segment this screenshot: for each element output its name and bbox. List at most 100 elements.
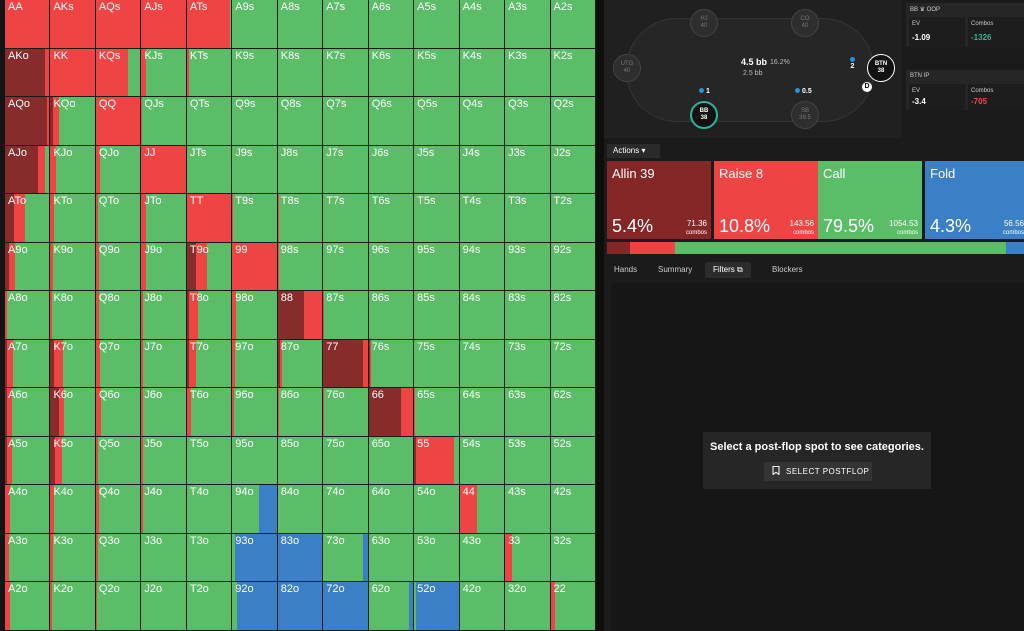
hand-cell-66[interactable]: 66 — [368, 388, 415, 437]
hand-cell-Q7o[interactable]: Q7o — [95, 339, 142, 389]
hand-cell-73s[interactable]: 73s — [505, 339, 551, 389]
hand-cell-A2o[interactable]: A2o — [5, 582, 51, 631]
hand-cell-Q3o[interactable]: Q3o — [95, 533, 142, 583]
hand-cell-AA[interactable]: AA — [5, 0, 51, 49]
hand-cell-A3s[interactable]: A3s — [505, 0, 551, 49]
hand-cell-92s[interactable]: 92s — [550, 242, 596, 292]
hand-cell-76o[interactable]: 76o — [323, 388, 369, 437]
hand-cell-A8s[interactable]: A8s — [277, 0, 324, 49]
hand-cell-JTo[interactable]: JTo — [141, 194, 187, 243]
hand-cell-97o[interactable]: 97o — [232, 339, 278, 389]
hand-cell-43s[interactable]: 43s — [505, 485, 551, 534]
hand-cell-65o[interactable]: 65o — [368, 436, 415, 486]
hand-cell-T3s[interactable]: T3s — [505, 194, 551, 243]
hand-cell-K3s[interactable]: K3s — [505, 48, 551, 98]
hand-cell-AJs[interactable]: AJs — [141, 0, 187, 49]
hand-cell-74s[interactable]: 74s — [459, 339, 506, 389]
hand-cell-76s[interactable]: 76s — [368, 339, 415, 389]
hand-cell-KJo[interactable]: KJo — [50, 145, 96, 195]
hand-cell-J7o[interactable]: J7o — [141, 339, 187, 389]
seat-hj[interactable]: HJ 40 — [690, 9, 718, 37]
hand-cell-92o[interactable]: 92o — [232, 582, 278, 631]
hand-cell-73o[interactable]: 73o — [323, 533, 369, 583]
hand-cell-94s[interactable]: 94s — [459, 242, 506, 292]
hand-cell-Q3s[interactable]: Q3s — [505, 97, 551, 146]
hand-cell-95o[interactable]: 95o — [232, 436, 278, 486]
tab-blockers[interactable]: Blockers — [772, 265, 803, 274]
hand-cell-A6o[interactable]: A6o — [5, 388, 51, 437]
hand-cell-AJo[interactable]: AJo — [5, 145, 51, 195]
hand-cell-K5s[interactable]: K5s — [414, 48, 460, 98]
hand-cell-99[interactable]: 99 — [232, 242, 278, 292]
hand-cell-82s[interactable]: 82s — [550, 291, 596, 340]
hand-cell-Q8s[interactable]: Q8s — [277, 97, 324, 146]
hand-cell-KTo[interactable]: KTo — [50, 194, 96, 243]
hand-cell-93o[interactable]: 93o — [232, 533, 278, 583]
hand-cell-62s[interactable]: 62s — [550, 388, 596, 437]
hand-cell-64o[interactable]: 64o — [368, 485, 415, 534]
action-card-call[interactable]: Call 79.5% 1054.53 combos — [818, 161, 922, 239]
hand-cell-42o[interactable]: 42o — [459, 582, 506, 631]
hand-cell-44[interactable]: 44 — [459, 485, 506, 534]
hand-cell-QTs[interactable]: QTs — [186, 97, 233, 146]
hand-cell-Q6o[interactable]: Q6o — [95, 388, 142, 437]
hand-cell-86o[interactable]: 86o — [277, 388, 324, 437]
hand-cell-AQo[interactable]: AQo — [5, 97, 51, 146]
hand-cell-A9s[interactable]: A9s — [232, 0, 278, 49]
hand-cell-J8s[interactable]: J8s — [277, 145, 324, 195]
hand-cell-63s[interactable]: 63s — [505, 388, 551, 437]
hand-cell-T7s[interactable]: T7s — [323, 194, 369, 243]
action-card-allin[interactable]: Allin 39 5.4% 71.36 combos — [607, 161, 711, 239]
seat-co[interactable]: CO 40 — [791, 9, 819, 37]
hand-cell-A8o[interactable]: A8o — [5, 291, 51, 340]
hand-cell-Q5o[interactable]: Q5o — [95, 436, 142, 486]
hand-cell-JJ[interactable]: JJ — [141, 145, 187, 195]
hand-cell-64s[interactable]: 64s — [459, 388, 506, 437]
hand-cell-98o[interactable]: 98o — [232, 291, 278, 340]
hand-cell-T8s[interactable]: T8s — [277, 194, 324, 243]
hand-cell-96s[interactable]: 96s — [368, 242, 415, 292]
hand-cell-65s[interactable]: 65s — [414, 388, 460, 437]
hand-cell-J5s[interactable]: J5s — [414, 145, 460, 195]
hand-cell-Q9o[interactable]: Q9o — [95, 242, 142, 292]
hand-cell-K5o[interactable]: K5o — [50, 436, 96, 486]
hand-cell-KJs[interactable]: KJs — [141, 48, 187, 98]
hand-cell-T6s[interactable]: T6s — [368, 194, 415, 243]
hand-cell-T4s[interactable]: T4s — [459, 194, 506, 243]
hand-cell-J3s[interactable]: J3s — [505, 145, 551, 195]
hand-cell-J6s[interactable]: J6s — [368, 145, 415, 195]
hand-cell-KQs[interactable]: KQs — [95, 48, 142, 98]
hand-cell-J8o[interactable]: J8o — [141, 291, 187, 340]
hand-cell-QTo[interactable]: QTo — [95, 194, 142, 243]
hand-cell-Q4s[interactable]: Q4s — [459, 97, 506, 146]
hand-cell-85o[interactable]: 85o — [277, 436, 324, 486]
actions-dropdown[interactable]: Actions ▾ — [607, 144, 660, 158]
hand-cell-T8o[interactable]: T8o — [186, 291, 233, 340]
hand-cell-K4s[interactable]: K4s — [459, 48, 506, 98]
hand-cell-K6s[interactable]: K6s — [368, 48, 415, 98]
hand-cell-52s[interactable]: 52s — [550, 436, 596, 486]
hand-cell-83o[interactable]: 83o — [277, 533, 324, 583]
hand-cell-T6o[interactable]: T6o — [186, 388, 233, 437]
hand-cell-T7o[interactable]: T7o — [186, 339, 233, 389]
hand-cell-87s[interactable]: 87s — [323, 291, 369, 340]
hand-cell-K6o[interactable]: K6o — [50, 388, 96, 437]
hand-cell-K2o[interactable]: K2o — [50, 582, 96, 631]
hand-cell-K8o[interactable]: K8o — [50, 291, 96, 340]
hand-cell-87o[interactable]: 87o — [277, 339, 324, 389]
hand-cell-22[interactable]: 22 — [550, 582, 596, 631]
hand-cell-95s[interactable]: 95s — [414, 242, 460, 292]
tab-filters[interactable]: Filters ⧉ — [705, 262, 751, 278]
seat-utg[interactable]: UTG 40 — [613, 54, 641, 82]
hand-cell-A4o[interactable]: A4o — [5, 485, 51, 534]
hand-cell-ATo[interactable]: ATo — [5, 194, 51, 243]
hand-cell-74o[interactable]: 74o — [323, 485, 369, 534]
hand-cell-97s[interactable]: 97s — [323, 242, 369, 292]
hand-cell-88[interactable]: 88 — [277, 291, 324, 340]
hand-cell-Q7s[interactable]: Q7s — [323, 97, 369, 146]
hand-cell-J7s[interactable]: J7s — [323, 145, 369, 195]
hand-cell-63o[interactable]: 63o — [368, 533, 415, 583]
hand-cell-K9s[interactable]: K9s — [232, 48, 278, 98]
hand-cell-96o[interactable]: 96o — [232, 388, 278, 437]
hand-cell-T2s[interactable]: T2s — [550, 194, 596, 243]
